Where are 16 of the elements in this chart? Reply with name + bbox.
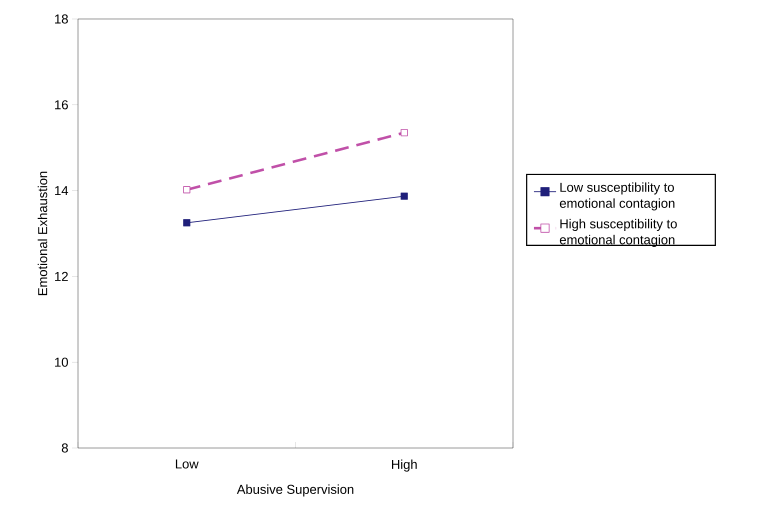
y-tick-label: 12 [55,272,68,281]
legend-label: High susceptibility to emotional contagion [560,218,677,247]
point [400,192,408,200]
y-tick-label: 14 [55,186,68,196]
y-tick-label: 8 [62,443,68,453]
point [183,186,190,194]
point [183,219,190,226]
y-tick-label: 18 [55,14,68,24]
x-tick-label: Low [176,460,199,469]
x-tick-label: High [392,460,417,472]
y-axis-title: Emotional Exhaustion [38,172,48,296]
x-axis-title: Abusive Supervision [236,484,354,497]
point [400,129,408,136]
y-tick-label: 10 [55,358,68,367]
y-tick-label: 16 [55,100,68,110]
legend-label: Low susceptibility to emotional contagion [560,182,674,210]
